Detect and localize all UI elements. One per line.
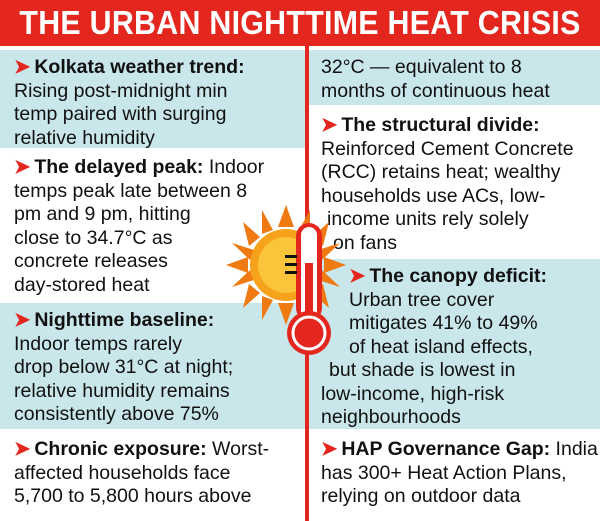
body-line: concrete releases bbox=[14, 250, 168, 272]
body-line: mitigates 41% to 49% bbox=[349, 312, 538, 334]
section-continued-heat: 32°C — equivalent to 8 months of continu… bbox=[309, 50, 600, 105]
body-line: temps peak late between 8 bbox=[14, 179, 248, 202]
body-line: Reinforced Cement Concrete bbox=[321, 137, 574, 160]
body-line: relative humidity bbox=[14, 126, 155, 149]
arrow-icon: ➤ bbox=[349, 265, 366, 287]
body-line: drop below 31°C at night; bbox=[14, 356, 234, 378]
body-line: Rising post-midnight min bbox=[14, 79, 228, 102]
section-heading: The delayed peak: bbox=[34, 156, 204, 178]
section-hap-governance: ➤ HAP Governance Gap: India has 300+ Heat… bbox=[309, 432, 600, 521]
section-heading: The structural divide: bbox=[341, 114, 540, 136]
section-canopy-deficit: ➤ The canopy deficit: Urban tree cover mi… bbox=[309, 259, 600, 429]
body-line: low-income, high-risk bbox=[321, 382, 505, 405]
section-heading: The canopy deficit: bbox=[369, 265, 548, 287]
body-line: but shade is lowest in bbox=[329, 359, 516, 381]
body-line: relative humidity remains bbox=[14, 379, 230, 402]
body-line: neighbourhoods bbox=[321, 406, 461, 428]
page-title: THE URBAN NIGHTTIME HEAT CRISIS bbox=[19, 4, 581, 41]
body-line: temp paired with surging bbox=[14, 103, 227, 125]
body-line: relying on outdoor data bbox=[321, 485, 521, 507]
body-line: has 300+ Heat Action Plans, bbox=[321, 461, 567, 484]
section-heading: HAP Governance Gap: bbox=[341, 438, 551, 460]
body-text: Indoor bbox=[203, 156, 265, 178]
arrow-icon: ➤ bbox=[321, 114, 338, 136]
body-line: 5,700 to 5,800 hours above bbox=[14, 485, 252, 507]
arrow-icon: ➤ bbox=[14, 438, 31, 460]
heat-illustration bbox=[226, 205, 346, 355]
body-line: (RCC) retains heat; wealthy bbox=[321, 161, 561, 183]
arrow-icon: ➤ bbox=[14, 309, 31, 331]
thermometer-icon bbox=[285, 223, 331, 355]
body-line: months of continuous heat bbox=[321, 79, 550, 102]
section-heading: Nighttime baseline: bbox=[34, 309, 215, 331]
body-line: Indoor temps rarely bbox=[14, 332, 182, 355]
body-line: day-stored heat bbox=[14, 273, 150, 296]
section-nighttime-baseline: ➤ Nighttime baseline: Indoor temps rarely… bbox=[0, 303, 305, 429]
section-structural-divide: ➤ The structural divide: Reinforced Cemen… bbox=[309, 108, 600, 256]
arrow-icon: ➤ bbox=[321, 438, 338, 460]
arrow-icon: ➤ bbox=[14, 156, 31, 178]
section-kolkata-trend: ➤ Kolkata weather trend: Rising post-midn… bbox=[0, 50, 305, 149]
body-line: affected households face bbox=[14, 461, 231, 484]
section-chronic-exposure: ➤ Chronic exposure: Worst- affected house… bbox=[0, 432, 305, 521]
body-text: Worst- bbox=[206, 438, 270, 460]
body-line: close to 34.7°C as bbox=[14, 226, 173, 249]
body-line: of heat island effects, bbox=[349, 335, 533, 358]
body-line: income units rely solely bbox=[327, 208, 529, 230]
body-line: 32°C — equivalent to 8 bbox=[321, 56, 522, 78]
section-heading: Chronic exposure: bbox=[34, 438, 207, 460]
body-line: pm and 9 pm, hitting bbox=[14, 203, 191, 225]
title-bar: THE URBAN NIGHTTIME HEAT CRISIS bbox=[0, 0, 600, 46]
section-heading: Kolkata weather trend: bbox=[34, 56, 245, 78]
body-line: on fans bbox=[333, 231, 397, 254]
body-line: Urban tree cover bbox=[349, 288, 495, 311]
arrow-icon: ➤ bbox=[14, 56, 31, 78]
body-line: consistently above 75% bbox=[14, 403, 219, 425]
body-line: households use ACs, low- bbox=[321, 184, 546, 207]
body-text: India bbox=[550, 438, 598, 460]
